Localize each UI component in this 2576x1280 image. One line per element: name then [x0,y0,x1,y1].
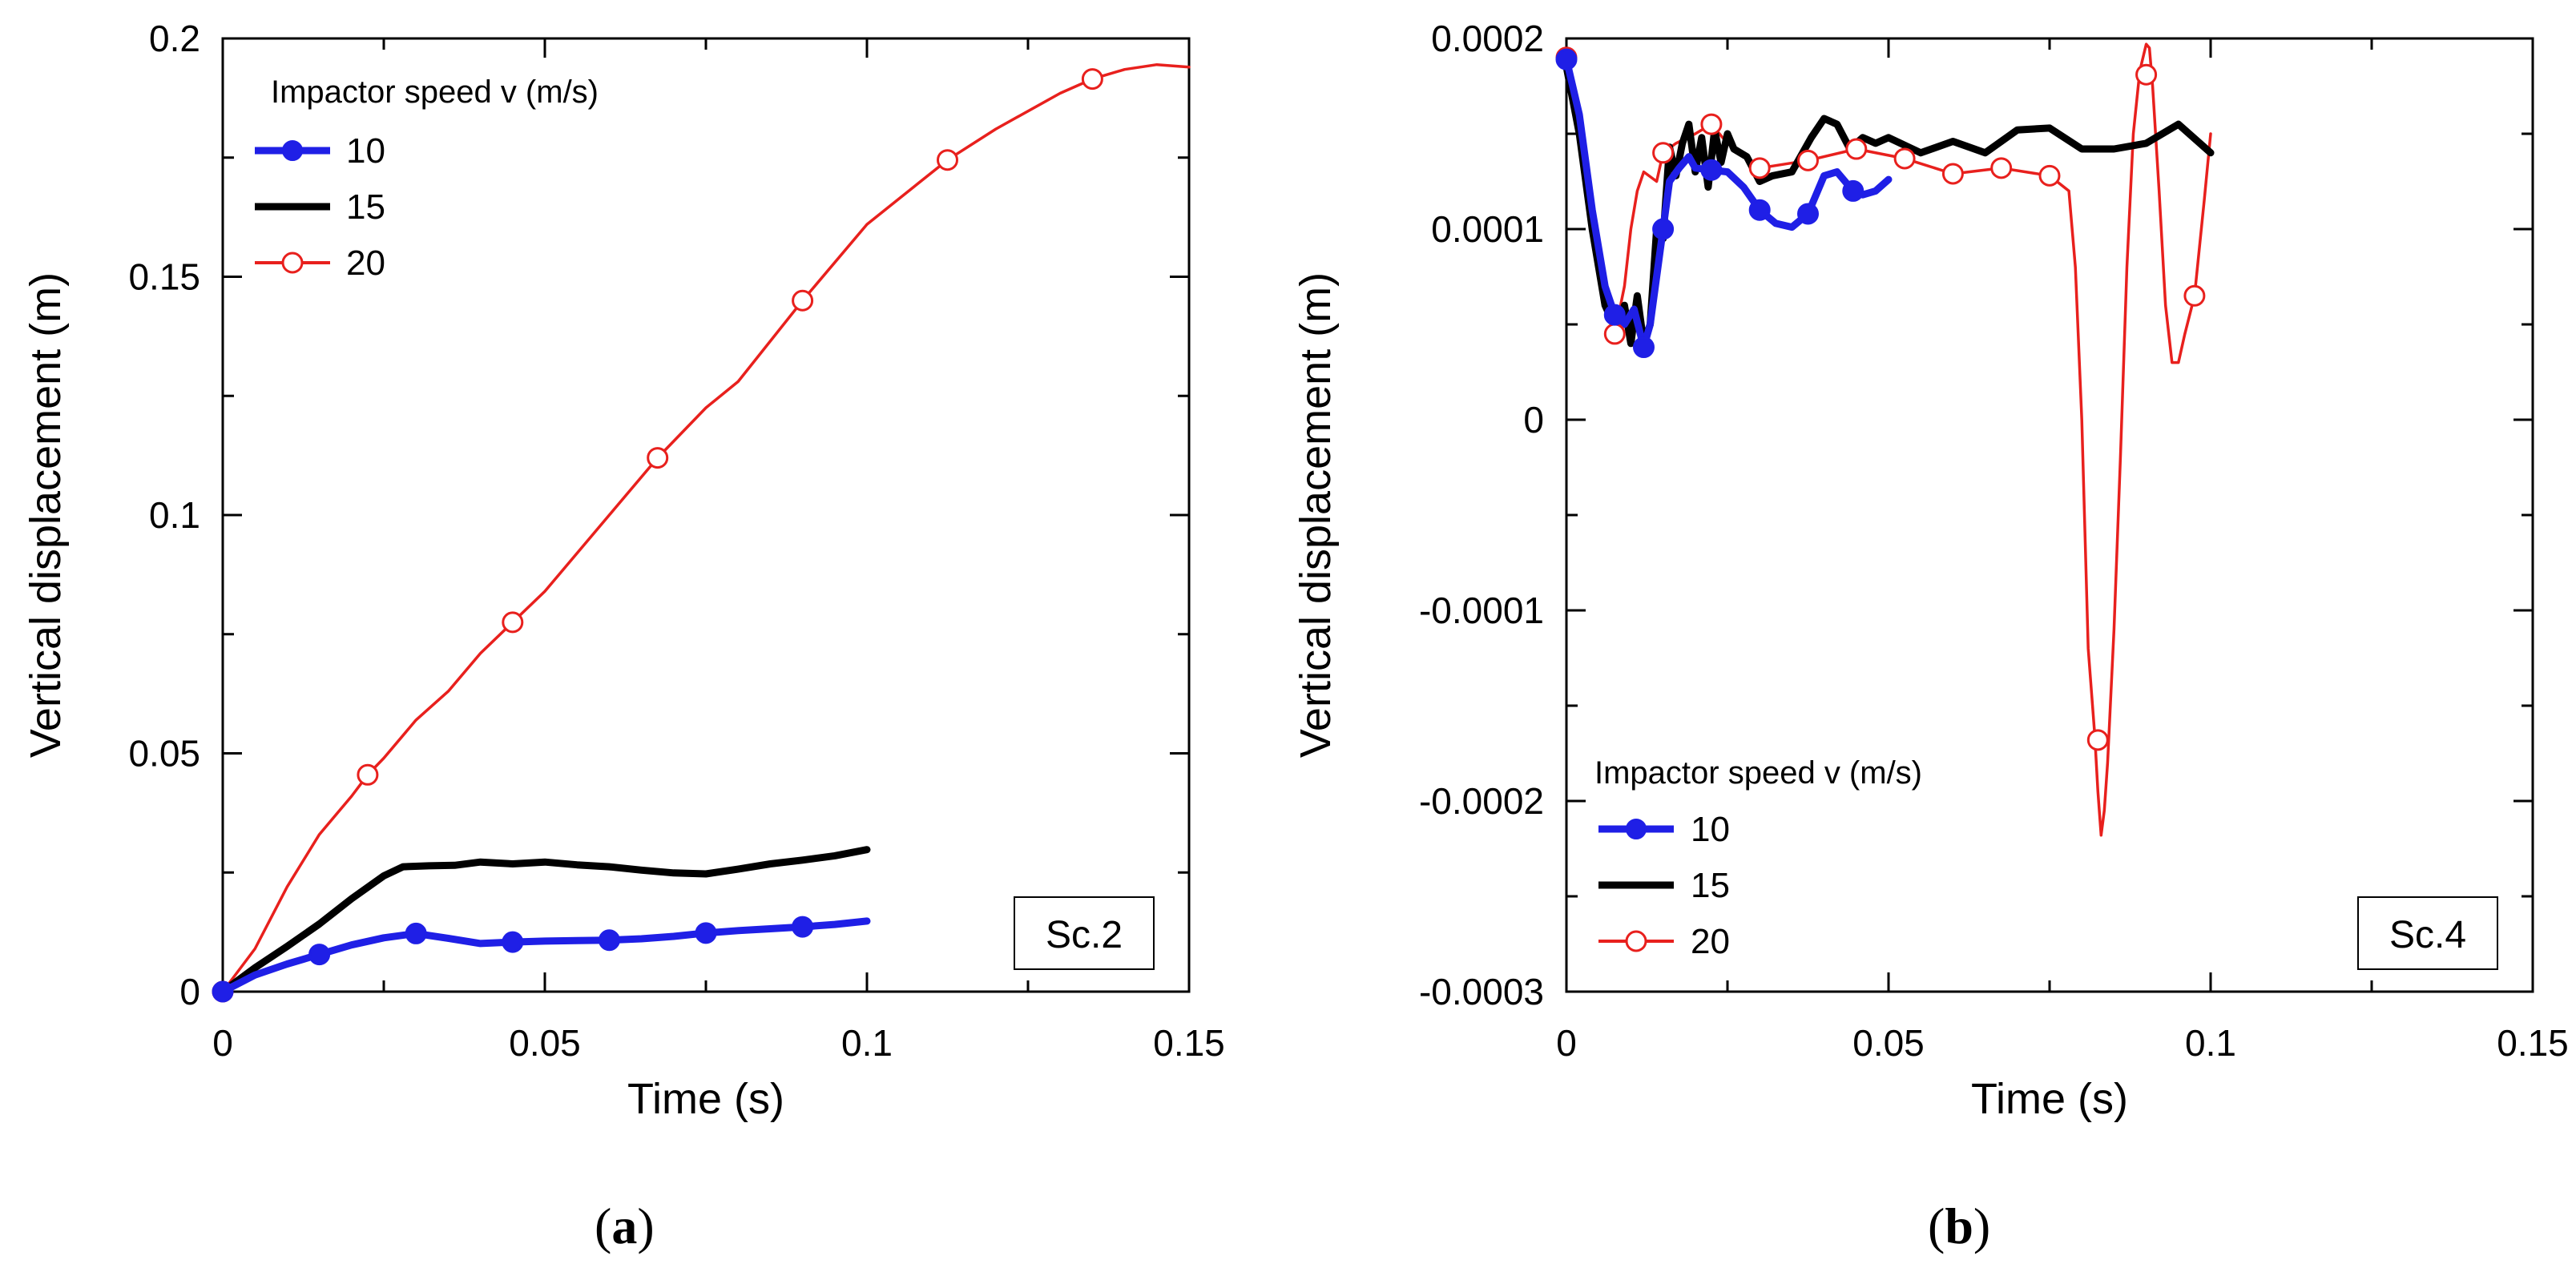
panel-b-marker-20 [2038,164,2061,187]
panel-a-xtick-0: 0 [212,1022,233,1064]
panel-a-marker-10 [598,929,620,952]
panel-b-legend-label-10: 10 [1691,810,1730,849]
panel-a-legend-label-15: 15 [346,187,385,227]
panel-b-marker-10 [1797,203,1819,225]
panel-b-marker-10 [1842,179,1864,202]
panel-b-ytick-0: -0.0003 [1419,971,1544,1012]
panel-b-marker-10 [1603,304,1626,326]
panel-b-scenario-box [2357,896,2498,970]
panel-b: 0 0.05 0.1 0.15 -0.0003 -0.0002 -0.0001 … [1292,18,2569,1254]
panel-a-marker-20 [647,447,669,469]
panel-a-ytick-0: 0 [179,971,200,1012]
panel-b-caption-letter: b [1945,1197,1973,1254]
panel-a-marker-20 [1081,68,1103,91]
panel-a-ytick-2: 0.1 [149,494,200,536]
panel-a-x-axis-label: Time (s) [627,1075,784,1123]
panel-b-y-axis-label: Vertical displacement (m) [1292,272,1340,758]
panel-a-marker-10 [792,916,814,938]
panel-b-marker-10 [1632,336,1655,359]
panel-a: 0 0.05 0.1 0.15 0 0.05 0.1 0.15 0.2 Time… [22,18,1225,1254]
panel-a-legend: Impactor speed v (m/s) 10 15 20 [255,74,599,283]
panel-b-x-tick-labels: 0 0.05 0.1 0.15 [1556,1022,2569,1064]
panel-b-marker-20 [1797,149,1819,171]
panel-a-xtick-1: 0.05 [509,1022,581,1064]
panel-b-marker-20 [2183,284,2206,307]
panel-b-xtick-0: 0 [1556,1022,1577,1064]
panel-a-series-line-10 [219,917,871,996]
panel-b-marker-20 [2086,729,2109,751]
panel-a-marker-20 [502,611,524,634]
panel-a-marker-20 [357,763,379,786]
panel-b-marker-20 [1748,157,1771,179]
panel-b-xtick-1: 0.05 [1852,1022,1925,1064]
panel-b-marker-20 [1603,323,1626,345]
panel-b-marker-20 [1893,147,1916,170]
panel-a-xtick-2: 0.1 [841,1022,893,1064]
panel-b-marker-20 [1941,163,1964,185]
panel-a-y-tick-labels: 0 0.05 0.1 0.15 0.2 [128,18,200,1012]
panel-b-legend-label-20: 20 [1691,922,1730,961]
panel-a-marker-20 [937,149,958,171]
panel-a-marker-20 [792,289,814,312]
panel-b-legend-title: Impactor speed v (m/s) [1594,755,1922,791]
panel-b-ytick-5: 0.0002 [1431,18,1544,59]
panel-a-legend-label-10: 10 [346,131,385,171]
panel-b-legend-label-15: 15 [1691,866,1730,905]
panel-a-marker-10 [502,931,524,953]
panel-a-tick-marks [221,37,1191,993]
panel-b-marker-20 [1845,138,1868,160]
panel-b-series-line-20 [1565,42,2212,837]
panel-a-series-line-20 [221,62,1191,993]
panel-a-x-tick-labels: 0 0.05 0.1 0.15 [212,1022,1225,1064]
panel-a-legend-label-20: 20 [346,244,385,283]
panel-b-x-axis-label: Time (s) [1971,1075,2128,1123]
panel-b-caption: (b) [1928,1197,1990,1254]
panel-a-xtick-3: 0.15 [1153,1022,1225,1064]
panel-a-ytick-4: 0.2 [149,18,200,59]
panel-b-series [1555,42,2215,837]
panel-b-marker-20 [1652,142,1675,164]
panel-b-marker-10 [1652,218,1675,240]
panel-b-scenario-label: Sc.4 [2389,914,2466,956]
panel-b-series-line-15 [1562,63,2215,348]
panel-a-series [212,62,1191,1003]
panel-a-legend-title: Impactor speed v (m/s) [271,74,599,110]
panel-b-marker-20 [2135,63,2158,86]
panel-a-ytick-1: 0.05 [128,733,200,775]
panel-a-caption: (a) [595,1197,655,1254]
panel-b-legend-marker-10 [1626,819,1647,839]
panel-b-xtick-2: 0.1 [2185,1022,2236,1064]
panel-b-ytick-3: 0 [1523,399,1544,441]
panel-b-marker-10 [1700,159,1723,181]
panel-b-marker-10 [1555,48,1578,70]
panel-b-y-tick-labels: -0.0003 -0.0002 -0.0001 0 0.0001 0.0002 [1419,18,1544,1012]
panel-b-legend-marker-20 [1625,930,1647,952]
panel-a-legend-marker-20 [281,252,304,274]
panel-a-scenario-label: Sc.2 [1046,914,1123,956]
panel-b-legend: Impactor speed v (m/s) 10 15 20 [1594,755,1922,961]
panel-a-y-axis-label: Vertical displacement (m) [22,272,70,758]
panel-b-ytick-2: -0.0001 [1419,590,1544,631]
panel-a-ytick-3: 0.15 [128,256,200,298]
panel-a-plot-frame [221,37,1191,993]
panel-b-ytick-4: 0.0001 [1431,208,1544,250]
panel-a-legend-marker-10 [282,140,303,161]
panel-a-marker-10 [212,980,234,1003]
panel-a-series-line-15 [219,846,871,996]
panel-b-ytick-1: -0.0002 [1419,780,1544,822]
panel-a-marker-10 [405,922,427,944]
panel-a-marker-10 [308,944,331,966]
panel-b-marker-20 [1990,157,2013,179]
panel-b-xtick-3: 0.15 [2497,1022,2569,1064]
panel-a-marker-10 [695,922,717,944]
panel-b-marker-20 [1700,113,1723,135]
panel-a-scenario-box [1014,896,1155,970]
panel-b-marker-10 [1748,199,1771,221]
panel-a-caption-letter: a [611,1197,637,1254]
